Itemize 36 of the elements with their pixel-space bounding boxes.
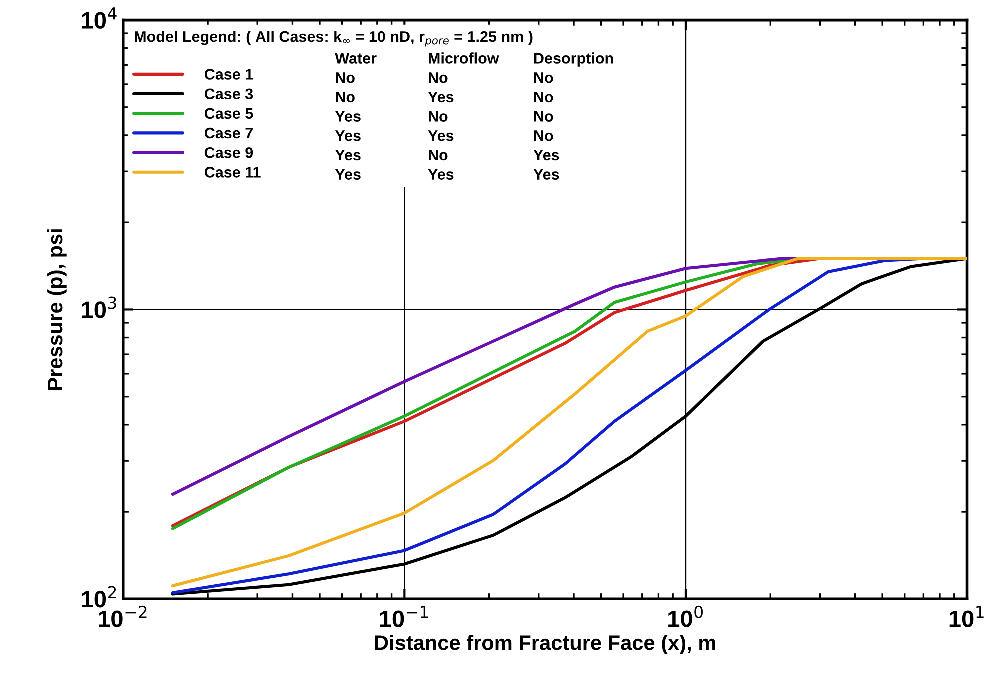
annotation: No [534, 92, 554, 103]
legend-label: Case 9 [204, 147, 254, 158]
legend-label: Case 5 [204, 108, 254, 120]
annotation: Yes [428, 92, 454, 103]
annotation: No [534, 130, 554, 142]
annotation: No [429, 150, 448, 161]
y-tick-label: 10$^{2}$ [82, 586, 116, 608]
y-tick-label: 10$^{3}$ [82, 296, 116, 318]
annotation: No [336, 92, 355, 103]
annotation: Yes [335, 130, 361, 142]
annotation: Microflow [429, 52, 500, 64]
annotation: Yes [534, 150, 560, 161]
legend-label: Case 3 [204, 88, 254, 100]
legend-label: Case 7 [204, 128, 253, 139]
x-tick-label: 10$^{1}$ [950, 606, 984, 628]
annotation: No [336, 72, 355, 84]
annotation: Yes [534, 169, 560, 180]
annotation: Desorption [534, 52, 614, 67]
annotation: No [429, 72, 448, 84]
y-axis-title: Pressure (p), psi [47, 230, 67, 390]
annotation: Water [335, 53, 377, 64]
annotation: Yes [335, 111, 361, 122]
annotation: Yes [335, 150, 361, 161]
x-tick-label: 10$^{0}$ [668, 606, 703, 628]
annotation: No [534, 72, 554, 84]
legend-label: Case 11 [204, 167, 261, 178]
annotation: Yes [428, 169, 454, 180]
annotation: No [534, 111, 554, 122]
x-axis-title: Distance from Fracture Face (x), m [375, 635, 716, 654]
legend-title: Model Legend: ( All Cases: k$_{∞}$ = 10 nD, r$_{pore}$ = 1.25 nm ) [135, 31, 533, 47]
annotation: Yes [428, 130, 454, 142]
legend-label: Case 1 [204, 69, 254, 80]
y-tick-label: 10$^{4}$ [82, 8, 117, 29]
annotation: No [429, 111, 448, 122]
x-tick-label: 10$^{−1}$ [380, 606, 428, 628]
annotation: Yes [335, 169, 361, 180]
